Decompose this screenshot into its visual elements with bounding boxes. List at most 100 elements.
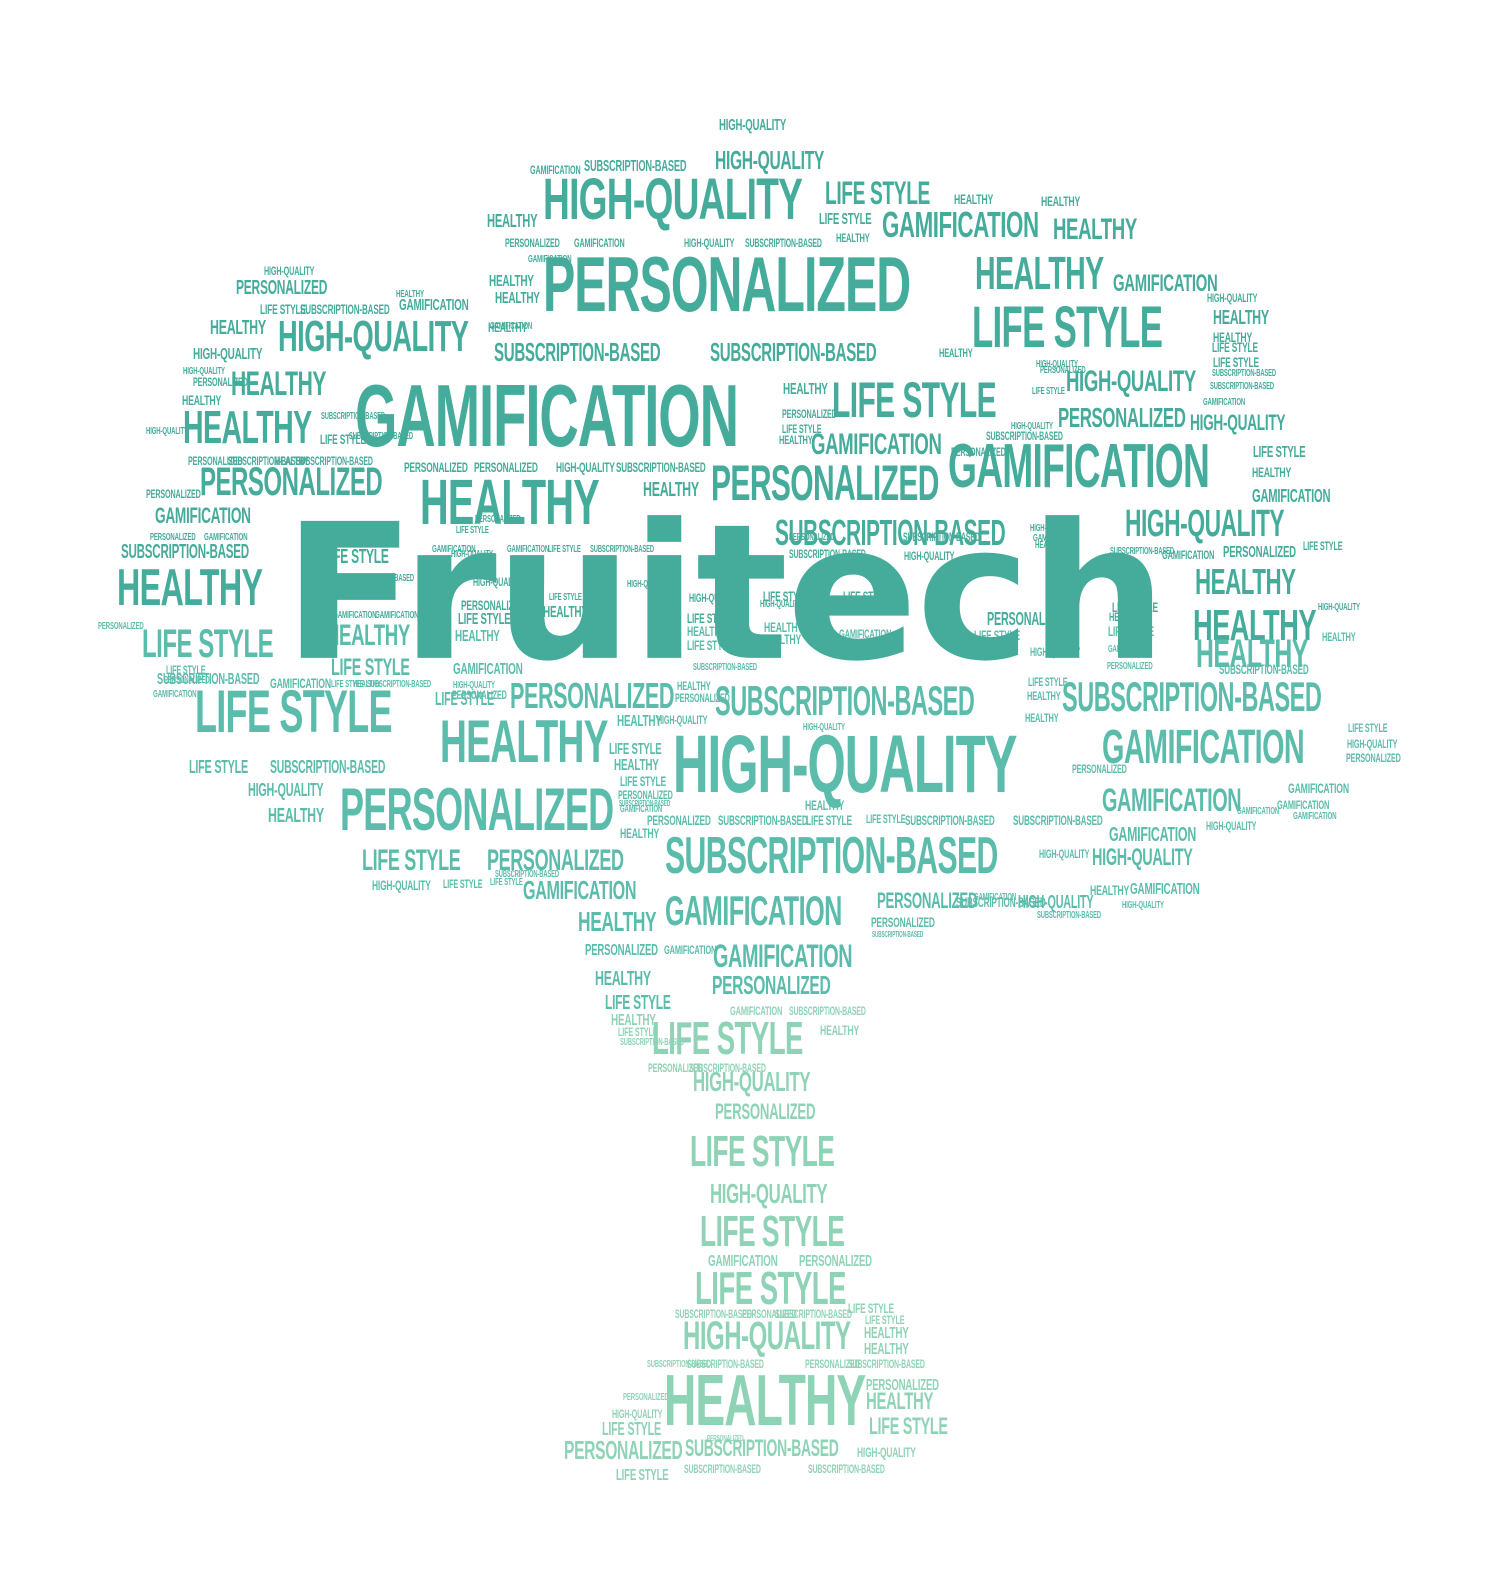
word-healthy: HEALTHY [1322, 630, 1356, 644]
word-life-style: LIFE STYLE [843, 588, 889, 604]
word-life-style: LIFE STYLE [652, 1012, 803, 1064]
word-personalized: PERSONALIZED [675, 691, 730, 705]
word-personalized: PERSONALIZED [1346, 751, 1401, 765]
word-personalized: PERSONALIZED [871, 914, 935, 930]
word-high-quality: HIGH-QUALITY [1030, 645, 1081, 659]
word-high-quality: HIGH-QUALITY [1207, 291, 1258, 305]
word-life-style: LIFE STYLE [260, 301, 306, 317]
word-healthy: HEALTHY [664, 1361, 866, 1441]
word-life-style: LIFE STYLE [490, 877, 523, 888]
word-subscription-based: SUBSCRIPTION-BASED [903, 530, 980, 544]
word-high-quality: HIGH-QUALITY [278, 312, 469, 361]
word-high-quality: HIGH-QUALITY [612, 1407, 663, 1421]
word-healthy: HEALTHY [182, 392, 222, 408]
word-healthy: HEALTHY [975, 247, 1104, 299]
word-personalized: PERSONALIZED [1107, 661, 1153, 672]
word-life-style: LIFE STYLE [435, 689, 495, 709]
word-life-style: LIFE STYLE [763, 588, 809, 604]
word-high-quality: HIGH-QUALITY [1318, 602, 1360, 613]
word-gamification: GAMIFICATION [1109, 824, 1197, 846]
word-life-style: LIFE STYLE [620, 773, 666, 789]
word-healthy: HEALTHY [939, 346, 973, 360]
word-healthy: HEALTHY [611, 1012, 656, 1029]
word-healthy: HEALTHY [864, 1325, 909, 1342]
word-personalized: PERSONALIZED [799, 1253, 872, 1270]
word-personalized: PERSONALIZED [866, 1377, 939, 1394]
word-healthy: HEALTHY [783, 381, 828, 398]
word-healthy: HEALTHY [183, 401, 312, 453]
word-life-style: LIFE STYLE [687, 637, 733, 653]
word-subscription-based: SUBSCRIPTION-BASED [685, 1435, 839, 1462]
word-life-style: LIFE STYLE [142, 622, 274, 666]
word-life-style: LIFE STYLE [443, 877, 483, 891]
word-subscription-based: SUBSCRIPTION-BASED [350, 573, 414, 584]
word-personalized: PERSONALIZED [200, 460, 383, 504]
word-healthy: HEALTHY [543, 604, 588, 621]
word-life-style: LIFE STYLE [1253, 444, 1306, 461]
word-life-style: LIFE STYLE [700, 1207, 845, 1256]
word-life-style: LIFE STYLE [1032, 386, 1065, 397]
word-healthy: HEALTHY [805, 797, 845, 813]
word-subscription-based: SUBSCRIPTION-BASED [687, 1357, 764, 1371]
word-healthy: HEALTHY [1025, 711, 1059, 725]
word-high-quality: HIGH-QUALITY [693, 1066, 811, 1097]
word-personalized: PERSONALIZED [712, 970, 831, 1000]
word-healthy: HEALTHY [495, 290, 540, 307]
word-high-quality: HIGH-QUALITY [543, 167, 803, 232]
word-gamification: GAMIFICATION [1203, 397, 1246, 408]
word-life-style: LIFE STYLE [1112, 599, 1158, 615]
word-gamification: GAMIFICATION [399, 297, 469, 314]
word-gamification: GAMIFICATION [355, 366, 739, 465]
word-personalized: PERSONALIZED [510, 675, 675, 716]
word-high-quality: HIGH-QUALITY [473, 575, 524, 589]
brand-title: Fruitech [283, 484, 1167, 704]
word-healthy: HEALTHY [1213, 329, 1253, 345]
word-high-quality: HIGH-QUALITY [1066, 365, 1196, 398]
word-healthy: HEALTHY [643, 479, 699, 501]
word-high-quality: HIGH-QUALITY [683, 1314, 851, 1358]
word-gamification: GAMIFICATION [1130, 881, 1200, 898]
word-life-style: LIFE STYLE [974, 627, 1020, 643]
word-high-quality: HIGH-QUALITY [193, 346, 263, 363]
word-subscription-based: SUBSCRIPTION-BASED [905, 812, 995, 828]
word-healthy: HEALTHY [954, 191, 994, 207]
word-subscription-based: SUBSCRIPTION-BASED [1013, 812, 1103, 828]
word-healthy: HEALTHY [440, 708, 608, 775]
word-healthy: HEALTHY [268, 805, 324, 827]
word-subscription-based: SUBSCRIPTION-BASED [228, 454, 305, 468]
word-personalized: PERSONALIZED [461, 597, 525, 613]
word-high-quality: HIGH-QUALITY [673, 719, 1017, 810]
word-high-quality: HIGH-QUALITY [248, 780, 324, 800]
word-life-style: LIFE STYLE [865, 1313, 905, 1327]
word-personalized: PERSONALIZED [150, 532, 196, 543]
word-healthy: HEALTHY [326, 619, 410, 652]
word-personalized: PERSONALIZED [564, 1435, 683, 1465]
word-gamification: GAMIFICATION [1162, 548, 1215, 562]
word-subscription-based: SUBSCRIPTION-BASED [619, 799, 671, 808]
word-life-style: LIFE STYLE [819, 211, 872, 228]
word-gamification: GAMIFICATION [1102, 782, 1242, 818]
word-high-quality: HIGH-QUALITY [372, 877, 431, 893]
word-healthy: HEALTHY [275, 454, 309, 468]
word-subscription-based: SUBSCRIPTION-BASED [1219, 661, 1309, 677]
word-healthy: HEALTHY [396, 289, 424, 300]
word-high-quality: HIGH-QUALITY [657, 713, 708, 727]
word-subscription-based: SUBSCRIPTION-BASED [1062, 673, 1322, 720]
word-personalized: PERSONALIZED [98, 621, 144, 632]
word-personalized: PERSONALIZED [1058, 402, 1186, 433]
word-subscription-based: SUBSCRIPTION-BASED [684, 1462, 761, 1476]
word-subscription-based: SUBSCRIPTION-BASED [494, 337, 661, 367]
word-high-quality: HIGH-QUALITY [453, 680, 495, 691]
word-subscription-based: SUBSCRIPTION-BASED [986, 429, 1063, 443]
word-high-quality: HIGH-QUALITY [1030, 523, 1072, 534]
word-subscription-based: SUBSCRIPTION-BASED [270, 757, 386, 777]
word-subscription-based: SUBSCRIPTION-BASED [715, 677, 975, 724]
word-healthy: HEALTHY [117, 559, 263, 617]
word-personalized: PERSONALIZED [1040, 365, 1086, 376]
word-subscription-based: SUBSCRIPTION-BASED [590, 544, 654, 555]
word-healthy: HEALTHY [762, 631, 802, 647]
word-subscription-based: SUBSCRIPTION-BASED [808, 1462, 885, 1476]
word-gamification: GAMIFICATION [1277, 798, 1330, 812]
word-life-style: LIFE STYLE [618, 1025, 658, 1039]
word-gamification: GAMIFICATION [1293, 811, 1337, 822]
